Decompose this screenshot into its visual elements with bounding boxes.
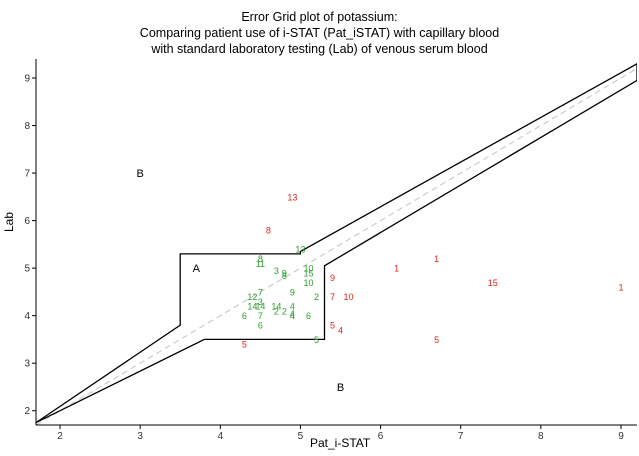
y-tick-label: 9 [24,74,30,85]
data-point-label: 3 [274,266,279,276]
x-tick-label: 4 [218,431,224,442]
data-point-label: 15 [488,278,498,288]
data-point-label: 6 [306,311,311,321]
y-tick-label: 7 [24,169,30,180]
data-point-label: 13 [295,245,305,255]
x-tick-label: 7 [458,431,464,442]
data-point-label: 4 [290,309,295,319]
data-point-label: 1 [394,264,399,274]
data-point-label: 4 [290,311,295,321]
x-tick-label: 9 [618,431,624,442]
data-point-label: 14 [271,302,281,312]
data-point-label: 9 [290,287,295,297]
data-point-label: 4 [338,325,343,335]
data-point-label: 6 [242,311,247,321]
data-point-label: 1 [434,254,439,264]
identity-line [36,67,637,425]
y-tick-label: 3 [24,359,30,370]
zone-a-boundary [36,63,637,424]
zone-label-b-2: B [337,382,344,394]
data-point-label: 8 [282,271,287,281]
data-point-label: 5 [314,335,319,345]
data-point-label: 2 [282,306,287,316]
data-point-label: 8 [266,226,271,236]
data-point-label: 10 [303,264,313,274]
x-tick-label: 2 [57,431,63,442]
data-point-label: 11 [256,259,265,269]
x-tick-label: 8 [538,431,544,442]
data-point-label: 10 [344,292,354,302]
data-point-label: 5 [242,340,247,350]
data-point-label: 7 [330,292,335,302]
data-point-label: 14 [247,302,257,312]
data-point-label: 6 [258,321,263,331]
data-point-label: 14 [255,302,265,312]
chart-title-line-3: with standard laboratory testing (Lab) o… [151,42,488,56]
x-tick-label: 6 [378,431,384,442]
y-tick-label: 4 [24,311,30,322]
y-tick-label: 6 [24,216,30,227]
x-tick-label: 3 [137,431,143,442]
data-point-label: 2 [274,306,279,316]
x-tick-label: 5 [298,431,304,442]
zone-label-a-0: A [193,263,201,275]
data-point-label: 5 [330,321,335,331]
data-point-label: 13 [287,192,297,202]
data-point-label: 2 [314,292,319,302]
y-tick-label: 8 [24,121,30,132]
data-point-label: 9 [330,273,335,283]
data-point-label: 4 [290,302,295,312]
data-point-label: 5 [434,335,439,345]
data-point-label: 1 [618,283,623,293]
data-point-label: 7 [258,311,263,321]
chart-title-line-2: Comparing patient use of i-STAT (Pat_iST… [139,26,500,40]
y-axis-label: Lab [2,211,16,232]
data-point-label: 10 [303,278,313,288]
zone-label-b-1: B [137,168,144,180]
x-axis-label: Pat_i-STAT [310,436,371,450]
data-point-label: 8 [258,254,263,264]
data-point-label: 7 [258,287,263,297]
data-point-label: 15 [303,268,313,278]
y-tick-label: 2 [24,406,30,417]
y-tick-label: 5 [24,264,30,275]
data-point-label: 3 [258,297,263,307]
chart-title-line-1: Error Grid plot of potassium: [241,10,398,24]
data-point-label: 12 [247,292,257,302]
data-point-label: 9 [282,268,287,278]
